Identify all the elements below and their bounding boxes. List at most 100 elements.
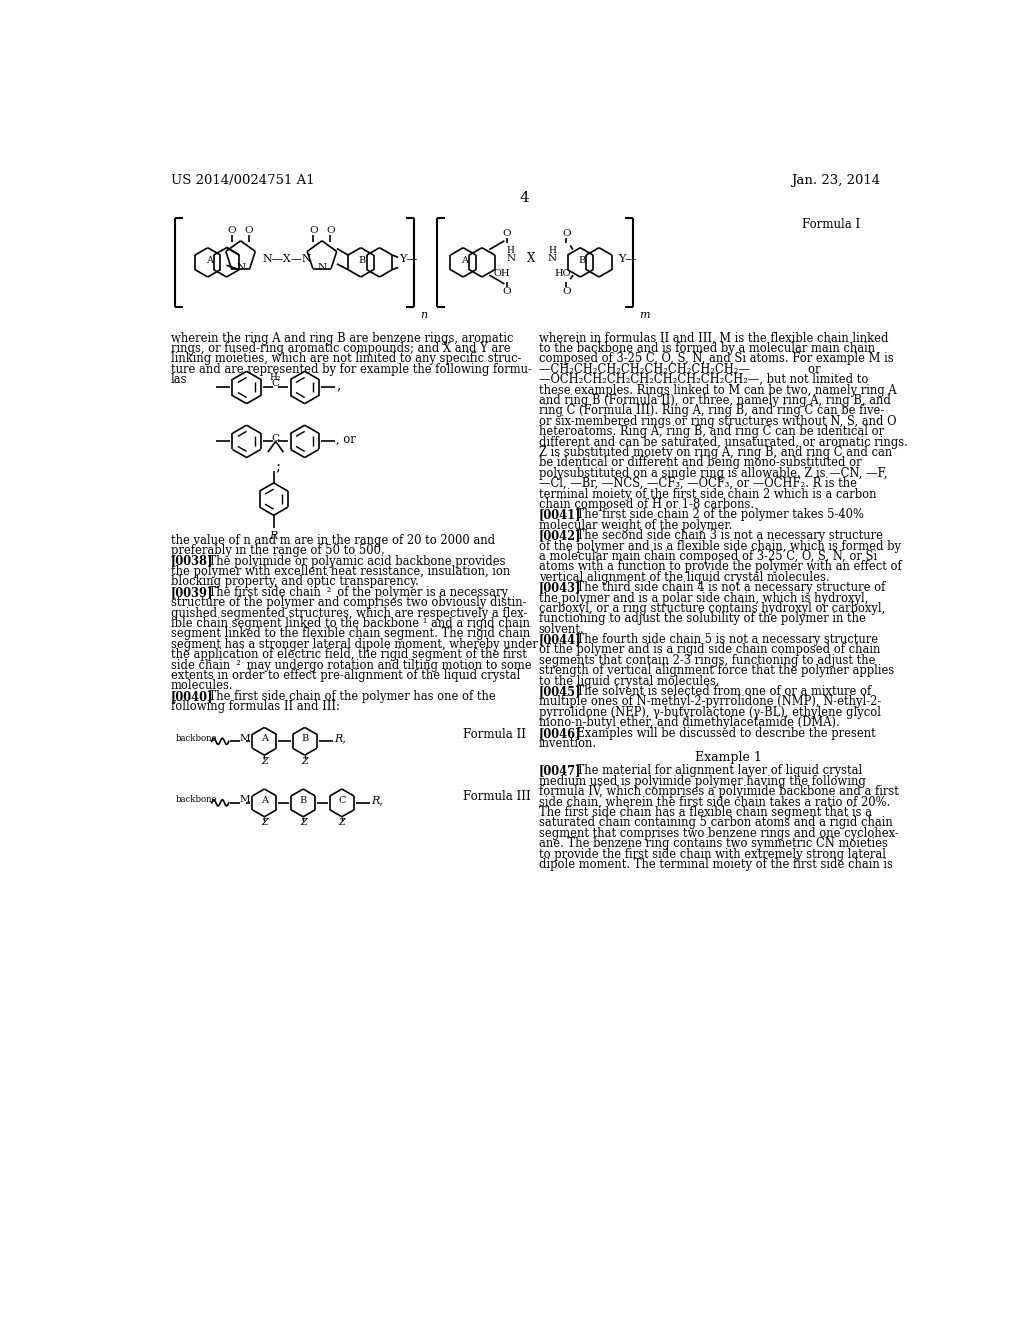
- Text: rings, or fused-ring aromatic compounds; and X and Y are: rings, or fused-ring aromatic compounds;…: [171, 342, 510, 355]
- Text: O: O: [503, 288, 511, 296]
- Text: [0046]: [0046]: [539, 726, 582, 739]
- Text: The fourth side chain 5 is not a necessary structure: The fourth side chain 5 is not a necessa…: [562, 634, 878, 645]
- Text: Z: Z: [339, 818, 345, 828]
- Text: dipole moment. The terminal moiety of the first side chain is: dipole moment. The terminal moiety of th…: [539, 858, 893, 871]
- Text: m: m: [639, 310, 650, 319]
- Text: [0040]: [0040]: [171, 689, 213, 702]
- Text: ane. The benzene ring contains two symmetric CN moieties: ane. The benzene ring contains two symme…: [539, 837, 888, 850]
- Text: ring C (Formula III). Ring A, ring B, and ring C can be five-: ring C (Formula III). Ring A, ring B, an…: [539, 404, 884, 417]
- Text: [0039]: [0039]: [171, 586, 213, 599]
- Text: The first side chain has a flexible chain segment that is a: The first side chain has a flexible chai…: [539, 807, 871, 818]
- Text: wherein the ring A and ring B are benzene rings, aromatic: wherein the ring A and ring B are benzen…: [171, 331, 513, 345]
- Text: side chain  ²  may undergo rotation and tilting motion to some: side chain ² may undergo rotation and ti…: [171, 659, 531, 672]
- Text: segment that comprises two benzene rings and one cyclohex-: segment that comprises two benzene rings…: [539, 826, 898, 840]
- Text: extents in order to effect pre-alignment of the liquid crystal: extents in order to effect pre-alignment…: [171, 669, 520, 682]
- Text: N: N: [317, 263, 327, 272]
- Text: [0043]: [0043]: [539, 581, 582, 594]
- Text: The third side chain 4 is not a necessary structure of: The third side chain 4 is not a necessar…: [562, 581, 885, 594]
- Text: , or: , or: [337, 433, 356, 446]
- Text: A: A: [206, 256, 213, 264]
- Text: N—X—N: N—X—N: [262, 253, 312, 264]
- Text: to provide the first side chain with extremely strong lateral: to provide the first side chain with ext…: [539, 847, 886, 861]
- Text: [0042]: [0042]: [539, 529, 582, 543]
- Text: a molecular main chain composed of 3-25 C, O, S, N, or Si: a molecular main chain composed of 3-25 …: [539, 550, 877, 562]
- Text: guished segmented structures, which are respectively a flex-: guished segmented structures, which are …: [171, 607, 527, 619]
- Text: atoms with a function to provide the polymer with an effect of: atoms with a function to provide the pol…: [539, 561, 901, 573]
- Text: to the backbone and is formed by a molecular main chain: to the backbone and is formed by a molec…: [539, 342, 874, 355]
- Text: O: O: [503, 228, 511, 238]
- Text: polysubstituted on a single ring is allowable. Z is —CN, —F,: polysubstituted on a single ring is allo…: [539, 467, 887, 479]
- Text: segments that contain 2-3 rings, functioning to adjust the: segments that contain 2-3 rings, functio…: [539, 653, 876, 667]
- Text: The second side chain 3 is not a necessary structure: The second side chain 3 is not a necessa…: [562, 529, 883, 543]
- Text: [0044]: [0044]: [539, 634, 582, 645]
- Text: of the polymer and is a flexible side chain, which is formed by: of the polymer and is a flexible side ch…: [539, 540, 901, 553]
- Text: The solvent is selected from one of or a mixture of: The solvent is selected from one of or a…: [562, 685, 871, 698]
- Text: N: N: [548, 253, 557, 263]
- Text: heteroatoms. Ring A, ring B, and ring C can be identical or: heteroatoms. Ring A, ring B, and ring C …: [539, 425, 884, 438]
- Text: [0038]: [0038]: [171, 554, 213, 568]
- Text: Z: Z: [261, 818, 267, 828]
- Text: molecular weight of the polymer.: molecular weight of the polymer.: [539, 519, 732, 532]
- Text: X: X: [527, 252, 536, 265]
- Text: segment has a stronger lateral dipole moment, whereby under: segment has a stronger lateral dipole mo…: [171, 638, 538, 651]
- Text: Z: Z: [301, 756, 308, 766]
- Text: the application of electric field, the rigid segment of the first: the application of electric field, the r…: [171, 648, 526, 661]
- Text: Jan. 23, 2014: Jan. 23, 2014: [791, 174, 880, 187]
- Text: medium used is polyimide polymer having the following: medium used is polyimide polymer having …: [539, 775, 865, 788]
- Text: OH: OH: [494, 269, 510, 279]
- Text: backbone: backbone: [176, 796, 218, 804]
- Text: terminal moiety of the first side chain 2 which is a carbon: terminal moiety of the first side chain …: [539, 487, 877, 500]
- Text: of the polymer and is a rigid side chain composed of chain: of the polymer and is a rigid side chain…: [539, 644, 880, 656]
- Text: wherein in formulas II and III, M is the flexible chain linked: wherein in formulas II and III, M is the…: [539, 331, 888, 345]
- Text: ture and are represented by for example the following formu-: ture and are represented by for example …: [171, 363, 531, 376]
- Text: molecules.: molecules.: [171, 680, 233, 692]
- Text: O: O: [245, 226, 253, 235]
- Text: multiple ones of N-methyl-2-pyrrolidone (NMP), N-ethyl-2-: multiple ones of N-methyl-2-pyrrolidone …: [539, 696, 881, 709]
- Text: R,: R,: [372, 795, 383, 805]
- Text: H: H: [507, 247, 514, 255]
- Text: chain composed of H or 1-8 carbons.: chain composed of H or 1-8 carbons.: [539, 498, 754, 511]
- Text: R,: R,: [334, 733, 346, 743]
- Text: —OCH₂CH₂CH₂CH₂CH₂CH₂CH₂CH₂—, but not limited to: —OCH₂CH₂CH₂CH₂CH₂CH₂CH₂CH₂—, but not lim…: [539, 374, 868, 387]
- Text: the polymer and is a polar side chain, which is hydroxyl,: the polymer and is a polar side chain, w…: [539, 591, 868, 605]
- Text: B: B: [300, 796, 307, 805]
- Text: invention.: invention.: [539, 737, 597, 750]
- Text: M: M: [240, 796, 250, 804]
- Text: n: n: [420, 310, 427, 319]
- Text: B: B: [301, 734, 308, 743]
- Text: H: H: [549, 247, 556, 255]
- Text: and ring B (Formula II), or three, namely ring A, ring B, and: and ring B (Formula II), or three, namel…: [539, 395, 891, 407]
- Text: be identical or different and being mono-substituted or: be identical or different and being mono…: [539, 457, 861, 470]
- Text: —CH₂CH₂CH₂CH₂CH₂CH₂CH₂CH₂—                or: —CH₂CH₂CH₂CH₂CH₂CH₂CH₂CH₂— or: [539, 363, 820, 376]
- Text: structure of the polymer and comprises two obviously distin-: structure of the polymer and comprises t…: [171, 597, 526, 609]
- Text: following formulas II and III:: following formulas II and III:: [171, 700, 340, 713]
- Text: side chain, wherein the first side chain takes a ratio of 20%.: side chain, wherein the first side chain…: [539, 796, 890, 809]
- Text: The first side chain of the polymer has one of the: The first side chain of the polymer has …: [194, 689, 496, 702]
- Text: the value of n and m are in the range of 20 to 2000 and: the value of n and m are in the range of…: [171, 533, 495, 546]
- Text: —Cl, —Br, —NCS, —CF₃, —OCF₃, or —OCHF₂. R is the: —Cl, —Br, —NCS, —CF₃, —OCF₃, or —OCHF₂. …: [539, 478, 857, 490]
- Text: mono-n-butyl ether, and dimethylacetamide (DMA).: mono-n-butyl ether, and dimethylacetamid…: [539, 717, 840, 729]
- Text: [0041]: [0041]: [539, 508, 582, 521]
- Text: A: A: [261, 734, 268, 743]
- Text: Z: Z: [300, 818, 306, 828]
- Text: Formula II: Formula II: [463, 729, 525, 742]
- Text: N: N: [506, 253, 515, 263]
- Text: O: O: [327, 226, 335, 235]
- Text: different and can be saturated, unsaturated, or aromatic rings.: different and can be saturated, unsatura…: [539, 436, 907, 449]
- Text: vertical alignment of the liquid crystal molecules.: vertical alignment of the liquid crystal…: [539, 570, 829, 583]
- Text: Z is substituted moiety on ring A, ring B, and ring C and can: Z is substituted moiety on ring A, ring …: [539, 446, 892, 459]
- Text: O: O: [562, 228, 570, 238]
- Text: [0045]: [0045]: [539, 685, 582, 698]
- Text: backbone: backbone: [176, 734, 218, 743]
- Text: H₂: H₂: [270, 374, 282, 381]
- Text: C: C: [338, 796, 345, 805]
- Text: formula IV, which comprises a polyimide backbone and a first: formula IV, which comprises a polyimide …: [539, 785, 899, 799]
- Text: composed of 3-25 C, O, S, N, and Si atoms. For example M is: composed of 3-25 C, O, S, N, and Si atom…: [539, 352, 893, 366]
- Text: las: las: [171, 374, 187, 387]
- Text: saturated chain containing 5 carbon atoms and a rigid chain: saturated chain containing 5 carbon atom…: [539, 816, 893, 829]
- Text: or six-membered rings or ring structures without N, S, and O: or six-membered rings or ring structures…: [539, 414, 896, 428]
- Text: The first side chain 2 of the polymer takes 5-40%: The first side chain 2 of the polymer ta…: [562, 508, 863, 521]
- Text: carboxyl, or a ring structure contains hydroxyl or carboxyl,: carboxyl, or a ring structure contains h…: [539, 602, 885, 615]
- Text: B: B: [358, 256, 366, 264]
- Text: preferably in the range of 50 to 500.: preferably in the range of 50 to 500.: [171, 544, 384, 557]
